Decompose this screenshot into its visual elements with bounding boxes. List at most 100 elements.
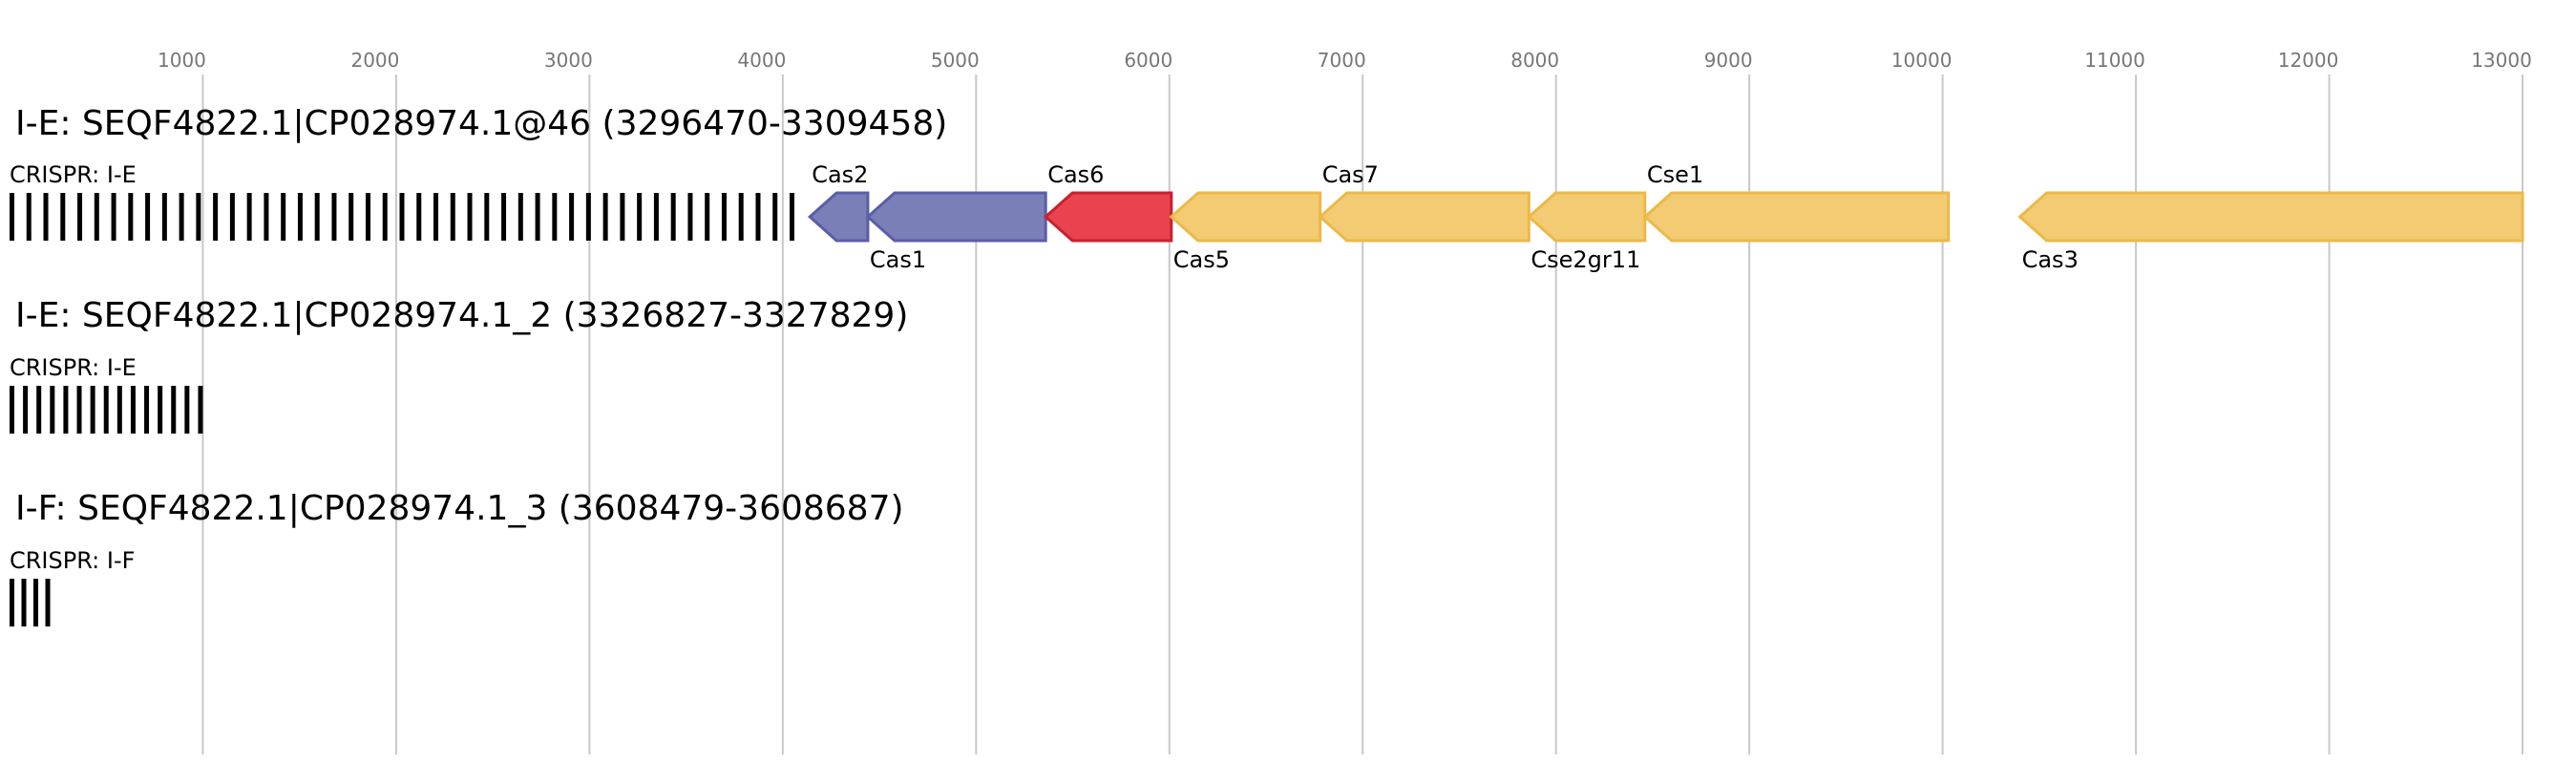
crispr-repeat <box>76 386 82 434</box>
locus-title: I-F: SEQF4822.1|CP028974.1_3 (3608479-36… <box>15 489 904 528</box>
crispr-repeat <box>620 193 625 241</box>
crispr-array <box>10 579 51 626</box>
gene-label: Cas6 <box>1047 161 1104 188</box>
tick-label: 11000 <box>2084 49 2145 72</box>
crispr-repeat <box>196 193 201 241</box>
gene-arrow-cas1 <box>865 191 1047 243</box>
crispr-repeat <box>45 579 51 626</box>
crispr-repeat <box>382 193 388 241</box>
crispr-repeat <box>687 193 693 241</box>
crispr-repeat <box>36 386 42 434</box>
crispr-repeat <box>50 386 55 434</box>
tick-label: 3000 <box>544 49 593 72</box>
tick-label: 9000 <box>1704 49 1753 72</box>
crispr-repeat <box>171 386 177 434</box>
crispr-array <box>10 386 203 434</box>
crispr-repeat <box>637 193 643 241</box>
crispr-repeat <box>501 193 507 241</box>
crispr-repeat <box>670 193 676 241</box>
crispr-repeat <box>399 193 405 241</box>
crispr-repeat <box>772 193 778 241</box>
crispr-repeat <box>229 193 235 241</box>
crispr-repeat <box>63 386 69 434</box>
crispr-repeat <box>297 193 303 241</box>
crispr-repeat <box>184 386 190 434</box>
crispr-repeat <box>130 386 136 434</box>
crispr-repeat <box>755 193 761 241</box>
crispr-repeat <box>246 193 252 241</box>
crispr-repeat <box>116 386 122 434</box>
crispr-repeat <box>314 193 320 241</box>
tick-label: 4000 <box>737 49 786 72</box>
gene-arrow-cas2 <box>807 191 870 243</box>
gene-arrow-cas5 <box>1169 191 1322 243</box>
crispr-repeat <box>94 193 99 241</box>
gene-track: Cas2 Cas1 Cas6 Cas5 Cas7 Cse2gr11 Cse1 Cas3 <box>807 161 2524 273</box>
crispr-repeat <box>281 193 286 241</box>
crispr-repeat <box>653 193 659 241</box>
crispr-repeat <box>111 193 116 241</box>
crispr-repeat <box>26 193 32 241</box>
crispr-repeat <box>738 193 744 241</box>
crispr-repeat <box>467 193 473 241</box>
crispr-repeat <box>33 579 39 626</box>
crispr-label: CRISPR: I-E <box>10 161 137 188</box>
gene-arrow-cas7 <box>1318 191 1531 243</box>
crispr-repeat <box>433 193 439 241</box>
crispr-label: CRISPR: I-E <box>10 354 137 381</box>
tick-label: 5000 <box>931 49 980 72</box>
crispr-repeat <box>585 193 591 241</box>
locus-title: I-E: SEQF4822.1|CP028974.1_2 (3326827-33… <box>15 296 908 335</box>
crispr-array <box>10 193 794 241</box>
crispr-repeat <box>10 386 14 434</box>
crispr-repeat <box>103 386 109 434</box>
grid-lines <box>201 74 2523 754</box>
crispr-repeat <box>264 193 269 241</box>
crispr-repeat <box>161 193 167 241</box>
tick-label: 10000 <box>1891 49 1953 72</box>
tick-label: 12000 <box>2278 49 2339 72</box>
crispr-repeat <box>535 193 540 241</box>
tick-label: 1000 <box>158 49 206 72</box>
crispr-repeat <box>43 193 49 241</box>
gene-label: Cse1 <box>1647 161 1703 188</box>
gene-arrow-cas6 <box>1043 191 1173 243</box>
locus-title: I-E: SEQF4822.1|CP028974.1@46 (3296470-3… <box>15 104 947 143</box>
crispr-repeat <box>10 579 14 626</box>
gene-arrow-cas3 <box>2017 191 2524 243</box>
gene-label: Cas1 <box>870 246 926 273</box>
crispr-repeat <box>158 386 163 434</box>
crispr-repeat <box>602 193 608 241</box>
crispr-repeat <box>721 193 727 241</box>
gene-label: Cas5 <box>1173 246 1230 273</box>
crispr-repeat <box>484 193 490 241</box>
crispr-repeat <box>21 579 27 626</box>
tick-label: 7000 <box>1318 49 1366 72</box>
crispr-repeat <box>213 193 219 241</box>
crispr-repeat <box>128 193 134 241</box>
crispr-label: CRISPR: I-F <box>10 547 135 574</box>
tick-label: 6000 <box>1124 49 1172 72</box>
crispr-repeat <box>23 386 29 434</box>
crispr-repeat <box>365 193 370 241</box>
crispr-repeat <box>145 193 151 241</box>
tick-label: 2000 <box>350 49 399 72</box>
crispr-repeat <box>144 386 150 434</box>
crispr-repeat <box>77 193 83 241</box>
gene-label: Cas7 <box>1322 161 1379 188</box>
crispr-repeat <box>552 193 558 241</box>
crispr-repeat <box>569 193 575 241</box>
crispr-repeat <box>416 193 422 241</box>
crispr-repeat <box>198 386 203 434</box>
crispr-repeat <box>450 193 455 241</box>
crispr-repeat <box>705 193 710 241</box>
tick-label: 8000 <box>1510 49 1559 72</box>
locus-3: I-F: SEQF4822.1|CP028974.1_3 (3608479-36… <box>10 489 904 626</box>
gene-label: Cse2gr11 <box>1531 246 1640 273</box>
crispr-repeat <box>179 193 184 241</box>
crispr-repeat <box>10 193 14 241</box>
crispr-repeat <box>60 193 66 241</box>
crispr-repeat <box>348 193 354 241</box>
crispr-repeat <box>789 193 794 241</box>
